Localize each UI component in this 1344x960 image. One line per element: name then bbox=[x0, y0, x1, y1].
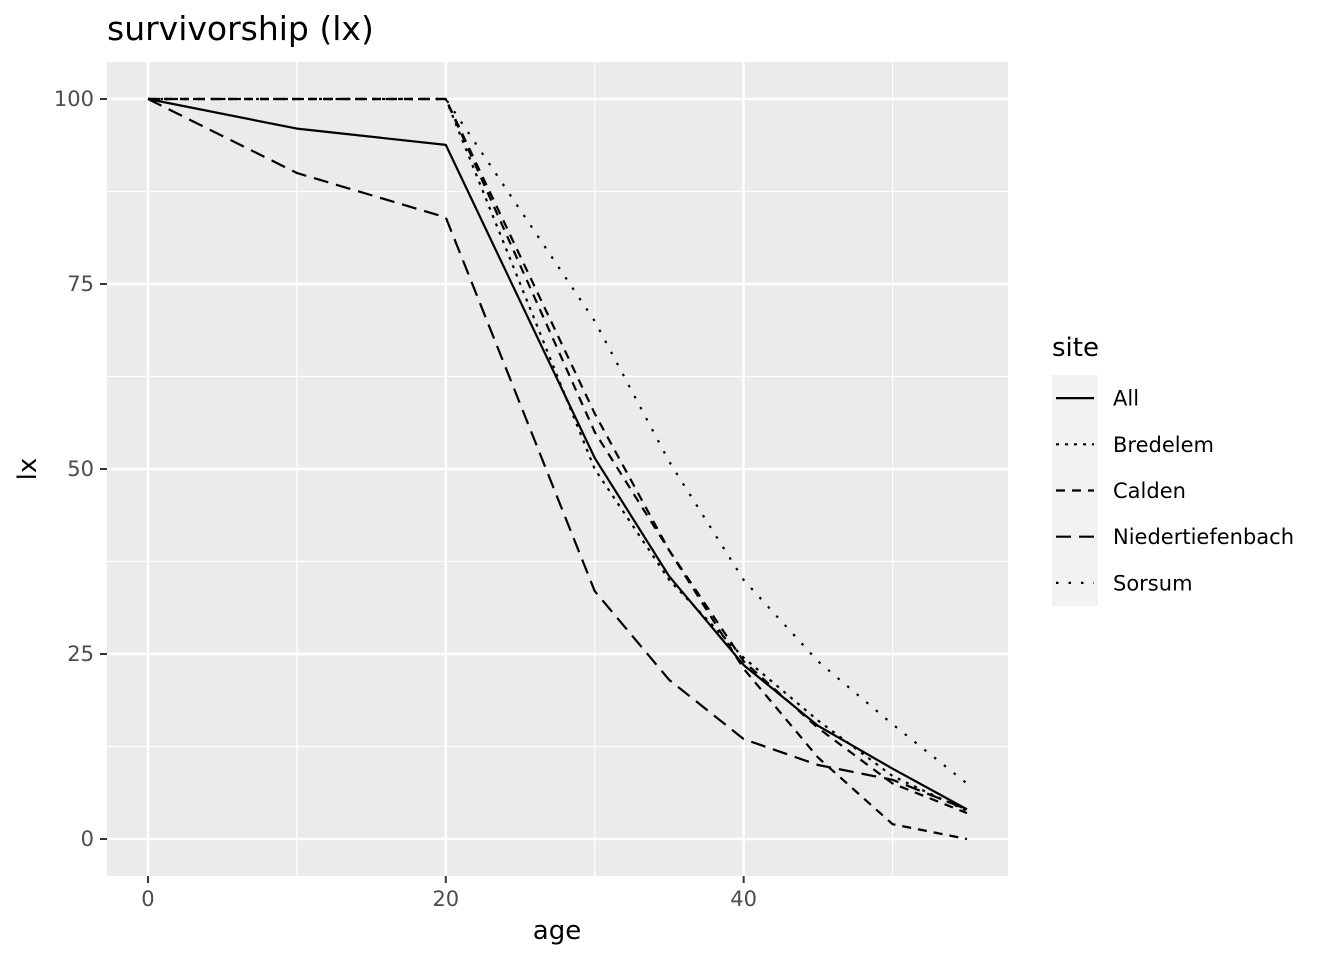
legend-item-calden: Calden bbox=[1056, 479, 1186, 503]
series-line-unlabeled-5 bbox=[148, 97, 968, 841]
series-line-bredelem bbox=[148, 97, 968, 812]
legend-label: Niedertiefenbach bbox=[1113, 525, 1294, 549]
legend-label: Sorsum bbox=[1113, 571, 1193, 595]
legend-item-sorsum: Sorsum bbox=[1056, 571, 1193, 595]
legend-item-niedertiefenbach: Niedertiefenbach bbox=[1056, 525, 1294, 549]
y-tick-label: 100 bbox=[54, 87, 94, 111]
series-line-niedertiefenbach bbox=[147, 98, 968, 811]
legend-label: Bredelem bbox=[1113, 433, 1214, 457]
legend: site All Bredelem Calden Niedertiefenbach So… bbox=[1052, 333, 1294, 606]
legend-item-bredelem: Bredelem bbox=[1056, 433, 1214, 457]
y-tick-label: 50 bbox=[67, 457, 94, 481]
chart-title: survivorship (lx) bbox=[107, 9, 374, 48]
x-axis-ticks: 0 20 40 bbox=[141, 876, 757, 911]
legend-label: All bbox=[1113, 387, 1139, 411]
legend-label: Calden bbox=[1113, 479, 1186, 503]
y-tick-label: 75 bbox=[67, 272, 94, 296]
y-tick-label: 0 bbox=[81, 827, 94, 851]
legend-title: site bbox=[1052, 333, 1099, 363]
major-gridlines bbox=[107, 62, 1008, 876]
series-lines bbox=[147, 97, 968, 841]
y-axis-ticks: 0 25 50 75 100 bbox=[54, 87, 107, 851]
x-tick-label: 40 bbox=[730, 887, 757, 911]
x-tick-label: 20 bbox=[432, 887, 459, 911]
series-line-all bbox=[147, 97, 968, 811]
x-axis-title: age bbox=[533, 916, 581, 946]
y-axis-title: lx bbox=[13, 458, 43, 481]
legend-item-all: All bbox=[1056, 387, 1139, 411]
x-tick-label: 0 bbox=[141, 887, 154, 911]
series-line-calden bbox=[148, 97, 968, 815]
y-tick-label: 25 bbox=[67, 642, 94, 666]
